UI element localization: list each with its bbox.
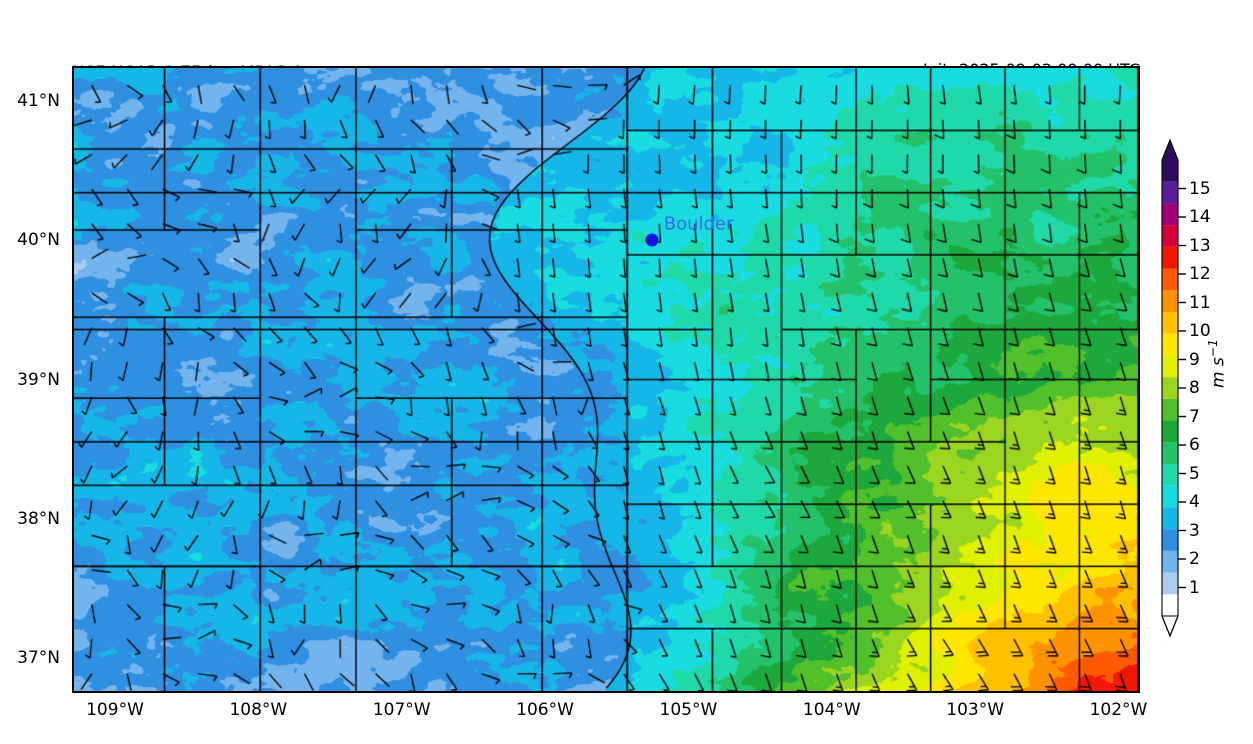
colorbar-tick-3: 3 [1189, 520, 1200, 541]
cbar-unit-m: m [1208, 371, 1229, 388]
colorbar-axis-label: m s−1 [1206, 339, 1229, 388]
longitude-tick-105°W: 105°W [659, 700, 718, 720]
cbar-unit-s: s [1208, 357, 1229, 367]
latitude-tick-40°N: 40°N [17, 230, 60, 251]
colorbar-tick-14: 14 [1189, 207, 1211, 227]
colorbar-tick-2: 2 [1189, 549, 1200, 569]
longitude-tick-107°W: 107°W [372, 700, 431, 720]
map-plot-area: Boulder [72, 66, 1140, 693]
colorbar-tick-8: 8 [1189, 378, 1200, 398]
cbar-unit-exponent: −1 [1206, 339, 1220, 358]
colorbar-tick-12: 12 [1189, 264, 1211, 284]
colorbar [1160, 138, 1186, 638]
colorbar-tick-15: 15 [1189, 178, 1211, 199]
colorbar-gradient [1161, 138, 1186, 638]
latitude-tick-37°N: 37°N [17, 648, 60, 669]
colorbar-tick-7: 7 [1189, 406, 1200, 427]
city-marker-boulder [645, 233, 659, 247]
colorbar-tick-13: 13 [1189, 235, 1211, 256]
longitude-tick-102°W: 102°W [1089, 700, 1148, 720]
wind-speed-field-canvas [74, 68, 1138, 691]
longitude-tick-103°W: 103°W [946, 700, 1005, 720]
latitude-tick-39°N: 39°N [17, 369, 60, 390]
longitude-tick-104°W: 104°W [802, 700, 861, 720]
colorbar-tick-6: 6 [1189, 435, 1200, 455]
longitude-tick-109°W: 109°W [86, 700, 144, 720]
colorbar-tick-5: 5 [1189, 463, 1200, 484]
latitude-tick-38°N: 38°N [17, 508, 60, 529]
colorbar-tick-11: 11 [1189, 292, 1211, 313]
colorbar-tick-4: 4 [1189, 492, 1200, 512]
colorbar-tick-10: 10 [1189, 321, 1211, 341]
colorbar-tick-1: 1 [1189, 577, 1200, 598]
latitude-tick-41°N: 41°N [17, 90, 60, 111]
longitude-tick-106°W: 106°W [516, 700, 574, 720]
colorbar-tick-9: 9 [1189, 349, 1200, 370]
city-label-boulder: Boulder [663, 213, 734, 235]
longitude-tick-108°W: 108°W [229, 700, 288, 720]
